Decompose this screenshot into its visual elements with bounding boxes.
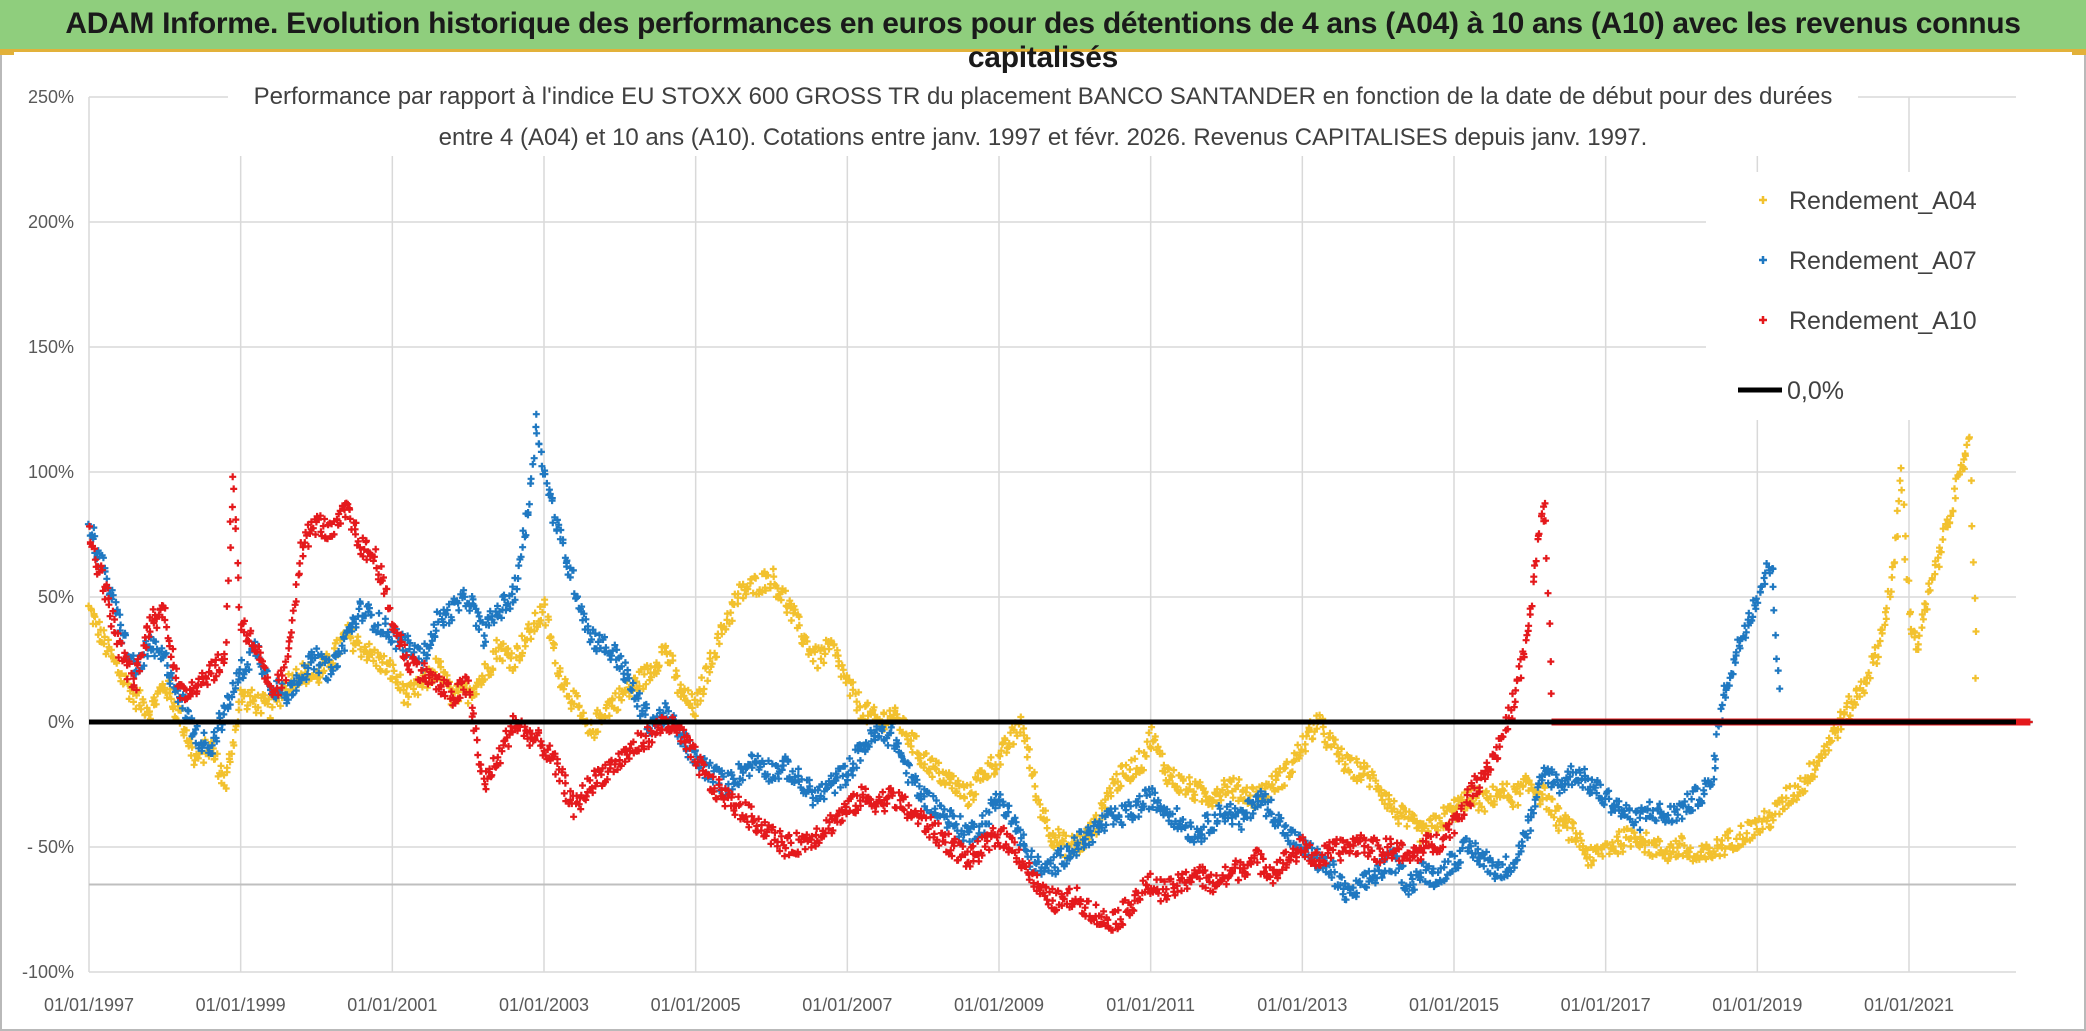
chart-subtitle-line1: Performance par rapport à l'indice EU ST… (254, 83, 1833, 110)
x-tick-label: 01/01/2003 (499, 995, 589, 1015)
legend: Rendement_A04 Rendement_A07 Rendement_A10 0… (1706, 172, 2016, 420)
legend-label: Rendement_A10 (1789, 307, 1977, 335)
series-layer (84, 410, 2033, 934)
series-markers (85, 433, 2033, 869)
header-accent-right (2072, 52, 2086, 55)
x-axis-ticks: 01/01/1997 01/01/1999 01/01/2001 01/01/2003… (44, 995, 1954, 1015)
header-accent-left (0, 52, 14, 55)
legend-label-reference: 0,0% (1787, 377, 1844, 405)
legend-label: Rendement_A04 (1789, 187, 1977, 215)
chart-subtitle-line2: entre 4 (A04) et 10 ans (A10). Cotations… (439, 124, 1648, 151)
x-tick-label: 01/01/1999 (196, 995, 286, 1015)
report-title: ADAM Informe. Evolution historique des p… (65, 7, 2021, 74)
x-tick-label: 01/01/2009 (954, 995, 1044, 1015)
legend-background (1706, 172, 2016, 420)
x-tick-label: 01/01/2001 (347, 995, 437, 1015)
subtitle-background (228, 84, 1858, 156)
x-tick-label: 01/01/2019 (1712, 995, 1802, 1015)
x-tick-label: 01/01/2011 (1106, 995, 1195, 1015)
y-tick-label: 150% (28, 337, 74, 357)
y-tick-label: 0% (48, 712, 74, 732)
x-tick-label: 01/01/1997 (44, 995, 134, 1015)
x-tick-label: 01/01/2013 (1257, 995, 1347, 1015)
y-tick-label: 50% (38, 587, 74, 607)
y-tick-label: - 50% (27, 837, 74, 857)
legend-marker (1759, 256, 1767, 264)
y-tick-label: 200% (28, 212, 74, 232)
series-Rendement_A04 (85, 433, 2033, 869)
report-header: ADAM Informe. Evolution historique des p… (0, 0, 2086, 74)
x-tick-label: 01/01/2017 (1561, 995, 1651, 1015)
y-tick-label: -100% (22, 962, 74, 982)
y-tick-label: 100% (28, 462, 74, 482)
y-tick-label: 250% (28, 87, 74, 107)
legend-label: Rendement_A07 (1789, 247, 1977, 275)
x-tick-label: 01/01/2005 (651, 995, 741, 1015)
x-tick-label: 01/01/2007 (802, 995, 892, 1015)
x-tick-label: 01/01/2021 (1864, 995, 1954, 1015)
legend-marker (1759, 316, 1767, 324)
x-tick-label: 01/01/2015 (1409, 995, 1499, 1015)
y-axis-ticks: 250% 200% 150% 100% 50% 0% - 50% -100% (22, 87, 74, 982)
legend-marker (1759, 196, 1767, 204)
